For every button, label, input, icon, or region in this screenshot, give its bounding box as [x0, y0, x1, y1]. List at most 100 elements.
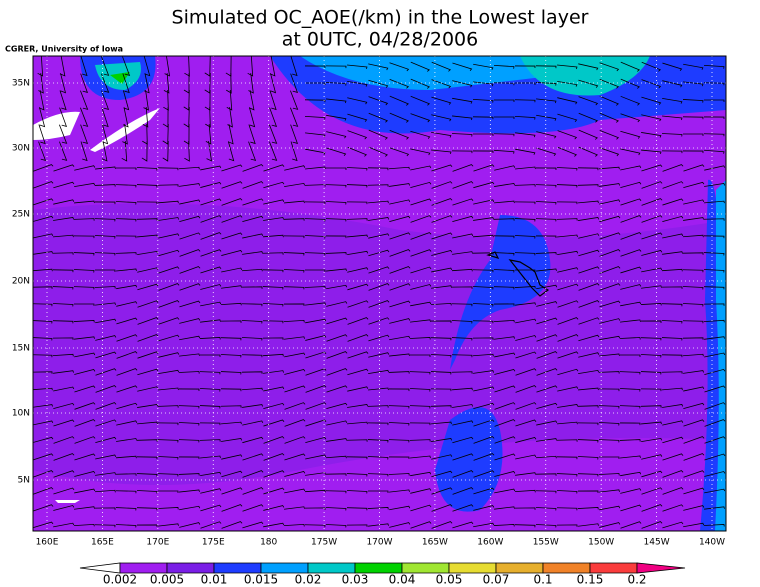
wind-barb — [305, 302, 326, 306]
wind-barb — [347, 146, 368, 157]
wind-barb — [662, 420, 684, 426]
wind-barb — [137, 334, 159, 342]
wind-barb — [221, 521, 243, 529]
wind-barb — [94, 252, 116, 256]
wind-barb — [94, 507, 116, 510]
wind-barb — [535, 524, 557, 528]
wind-barb — [640, 320, 662, 323]
wind-barb — [472, 303, 494, 307]
lon-label: 170E — [146, 538, 169, 548]
wind-barb — [157, 184, 179, 187]
wind-barb — [39, 107, 46, 128]
wind-barb — [557, 368, 579, 376]
wind-barb — [535, 473, 557, 476]
wind-barb — [452, 97, 473, 104]
wind-barb — [242, 251, 263, 255]
wind-barb — [514, 524, 536, 528]
wind-barb — [347, 317, 369, 325]
wind-barb — [410, 471, 432, 477]
wind-barb — [368, 523, 389, 527]
wind-barb — [270, 73, 277, 94]
wind-barb — [33, 521, 54, 529]
wind-barb — [157, 405, 179, 408]
wind-barb — [59, 90, 67, 111]
colorbar-swatch — [542, 562, 591, 574]
wind-barb — [80, 107, 89, 127]
wind-barb — [136, 218, 158, 221]
wind-barb — [473, 370, 494, 374]
wind-barb — [641, 250, 663, 256]
wind-barb — [221, 438, 243, 442]
wind-barb — [662, 198, 684, 206]
wind-barb — [410, 455, 431, 459]
wind-barb — [620, 95, 641, 106]
wind-barb — [682, 234, 704, 238]
wind-barb — [682, 337, 704, 340]
wind-barb — [703, 286, 725, 290]
wind-barb — [283, 218, 305, 221]
wind-barb — [116, 368, 138, 376]
colorbar-label: 0.05 — [436, 573, 463, 587]
wind-barb — [269, 141, 278, 161]
wind-barb — [53, 487, 75, 495]
wind-barb — [33, 268, 53, 272]
wind-barb — [242, 198, 264, 206]
wind-barb — [346, 490, 368, 494]
wind-barb — [53, 199, 75, 205]
wind-barb — [598, 166, 620, 170]
wind-barb — [578, 112, 599, 123]
wind-barb — [157, 422, 179, 426]
wind-barb — [262, 353, 284, 357]
wind-barb — [242, 487, 264, 495]
wind-barb — [101, 141, 108, 162]
colorbar-label: 0.005 — [150, 573, 184, 587]
wind-barb — [347, 267, 369, 273]
lon-label: 145W — [644, 538, 670, 548]
wind-barb — [304, 65, 326, 69]
wind-barb — [598, 405, 620, 409]
wind-barb — [115, 473, 137, 476]
lon-label: 180 — [260, 538, 277, 548]
wind-barb — [662, 436, 684, 444]
wind-barb — [536, 284, 558, 290]
wind-barb — [410, 78, 430, 89]
wind-barb — [262, 286, 284, 290]
map-frame — [32, 55, 727, 532]
wind-barb — [451, 268, 473, 272]
wind-barb — [682, 286, 704, 290]
wind-barb — [451, 303, 473, 307]
wind-barb — [641, 454, 663, 460]
wind-barb — [290, 107, 299, 127]
wind-barb — [451, 150, 473, 154]
wind-barb — [347, 283, 369, 291]
wind-barb — [143, 56, 151, 77]
wind-barb — [703, 218, 725, 221]
wind-barb — [304, 116, 326, 120]
wind-barb — [661, 286, 683, 289]
wind-barb — [368, 249, 390, 257]
wind-barb — [347, 368, 369, 376]
wind-barb — [431, 114, 452, 122]
wind-barb — [535, 201, 557, 205]
wind-barb — [52, 269, 74, 273]
wind-barb — [122, 124, 128, 145]
wind-barb — [388, 405, 410, 409]
colorbar-swatch — [589, 562, 638, 574]
wind-barb — [388, 388, 410, 392]
wind-barb — [74, 200, 95, 204]
wind-barb — [620, 148, 641, 156]
wind-barb — [37, 56, 44, 77]
wind-barb — [368, 300, 390, 308]
wind-barb — [472, 252, 494, 255]
wind-barb — [368, 352, 390, 358]
wind-barb — [662, 251, 683, 255]
wind-barb — [325, 184, 347, 188]
wind-barb — [683, 370, 704, 374]
wind-barb — [703, 64, 725, 69]
wind-barb — [578, 129, 598, 140]
wind-barb — [368, 317, 390, 325]
colorbar-label: 0.2 — [627, 573, 646, 587]
wind-barb — [599, 249, 621, 257]
wind-barb — [304, 489, 326, 493]
